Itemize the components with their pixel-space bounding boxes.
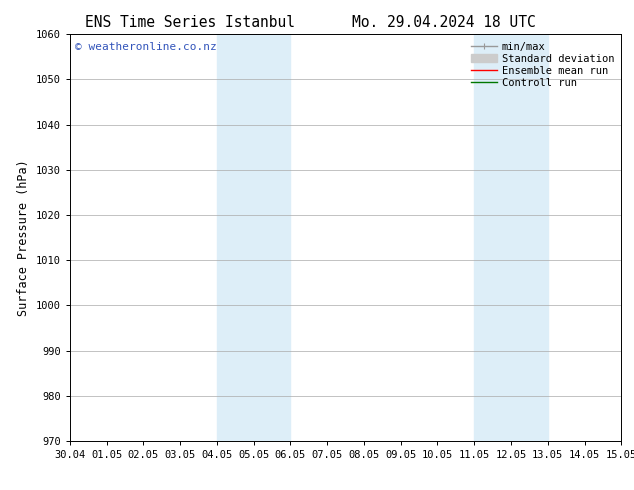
Text: ENS Time Series Istanbul: ENS Time Series Istanbul [85,15,295,30]
Bar [217,34,290,441]
Legend: min/max, Standard deviation, Ensemble mean run, Controll run: min/max, Standard deviation, Ensemble me… [469,40,616,90]
Y-axis label: Surface Pressure (hPa): Surface Pressure (hPa) [17,159,30,316]
Bar [474,34,548,441]
Text: © weatheronline.co.nz: © weatheronline.co.nz [75,43,217,52]
Text: Mo. 29.04.2024 18 UTC: Mo. 29.04.2024 18 UTC [352,15,536,30]
